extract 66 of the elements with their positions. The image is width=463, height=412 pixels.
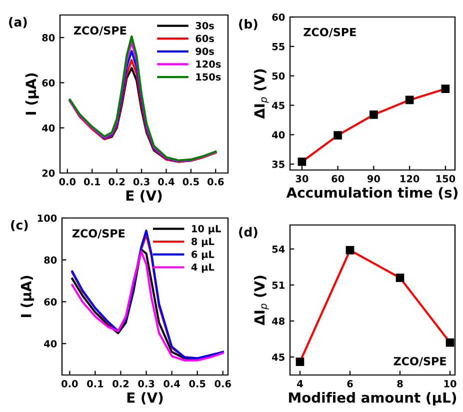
x-tick-label: 0.3 bbox=[133, 178, 150, 186]
y-tick-label: 80 bbox=[44, 256, 57, 264]
y-tick-label: 40 bbox=[42, 124, 55, 132]
chart-title: (a) bbox=[9, 17, 27, 28]
x-tick-label: 150 bbox=[436, 175, 456, 182]
x-tick-label: 4 bbox=[297, 380, 303, 388]
x-axis-title: E (V) bbox=[127, 392, 163, 404]
legend-label: 10 µL bbox=[192, 224, 221, 234]
y-tick-label: 20 bbox=[42, 169, 55, 177]
legend-label: 30s bbox=[196, 22, 214, 30]
y-tick-label: 48 bbox=[272, 317, 285, 325]
x-tick-label: 0.0 bbox=[62, 380, 78, 388]
y-tick-label: 51 bbox=[272, 282, 284, 289]
x-tick-label: 120 bbox=[400, 175, 420, 182]
x-tick-label: 0.4 bbox=[164, 380, 180, 388]
y-tick-label: 50 bbox=[272, 72, 285, 80]
legend-label: 90s bbox=[196, 48, 214, 55]
x-axis-title: Modified amount (µL) bbox=[289, 392, 456, 406]
legend-label: 6 µL bbox=[192, 250, 214, 260]
x-tick-label: 0.6 bbox=[208, 178, 224, 186]
y-tick-label: 60 bbox=[272, 13, 285, 21]
x-tick-label: 0.1 bbox=[87, 380, 104, 388]
chart-title: (d) bbox=[239, 227, 258, 238]
x-tick-label: 0.0 bbox=[59, 178, 76, 186]
x-tick-label: 90 bbox=[367, 175, 380, 182]
x-tick-label: 6 bbox=[347, 380, 353, 388]
x-tick-label: 10 bbox=[444, 380, 456, 388]
x-tick-label: 60 bbox=[332, 175, 344, 182]
x-tick-label: 0.5 bbox=[189, 380, 206, 388]
legend-label: 60s bbox=[196, 34, 214, 42]
x-tick-label: 8 bbox=[397, 380, 403, 388]
x-tick-label: 0.4 bbox=[158, 178, 174, 186]
x-tick-label: 30 bbox=[296, 175, 308, 182]
annotation: ZCO/SPE bbox=[72, 229, 125, 238]
x-tick-label: 0.3 bbox=[138, 380, 154, 388]
y-tick-label: 100 bbox=[38, 214, 57, 222]
legend-label: 120s bbox=[196, 60, 221, 68]
legend-label: 8 µL bbox=[192, 238, 214, 248]
annotation: ZCO/SPE bbox=[74, 26, 126, 36]
legend-label: 150s bbox=[196, 73, 221, 81]
y-axis-title: I (µA) bbox=[25, 73, 39, 115]
y-tick-label: 55 bbox=[272, 43, 284, 50]
y-axis-title: ΔI$_{p}$ (V) bbox=[254, 69, 269, 119]
y-tick-label: 60 bbox=[42, 79, 55, 87]
chart-title: (b) bbox=[239, 19, 258, 30]
chart-title: (c) bbox=[11, 220, 28, 232]
y-axis-title: ΔI$_{p}$ (V) bbox=[254, 276, 269, 326]
y-tick-label: 80 bbox=[42, 34, 55, 42]
y-tick-label: 35 bbox=[272, 160, 284, 168]
x-tick-label: 0.2 bbox=[112, 380, 129, 388]
y-tick-label: 40 bbox=[44, 340, 57, 348]
x-axis-title: E (V) bbox=[126, 190, 162, 202]
annotation: ZCO/SPE bbox=[304, 28, 356, 38]
x-tick-label: 0.2 bbox=[108, 178, 125, 186]
x-tick-label: 0.1 bbox=[84, 178, 100, 186]
annotation: ZCO/SPE bbox=[394, 356, 446, 366]
y-tick-label: 45 bbox=[272, 102, 284, 110]
y-tick-label: 40 bbox=[272, 131, 285, 139]
y-tick-label: 54 bbox=[272, 246, 285, 253]
x-axis-title: Accumulation time (s) bbox=[286, 187, 458, 200]
x-tick-label: 0.5 bbox=[182, 178, 199, 186]
y-tick-label: 45 bbox=[272, 354, 284, 361]
y-tick-label: 60 bbox=[44, 298, 57, 306]
legend-label: 4 µL bbox=[191, 264, 214, 273]
x-tick-label: 0.6 bbox=[214, 380, 231, 388]
y-axis-title: I (µA) bbox=[20, 276, 34, 318]
